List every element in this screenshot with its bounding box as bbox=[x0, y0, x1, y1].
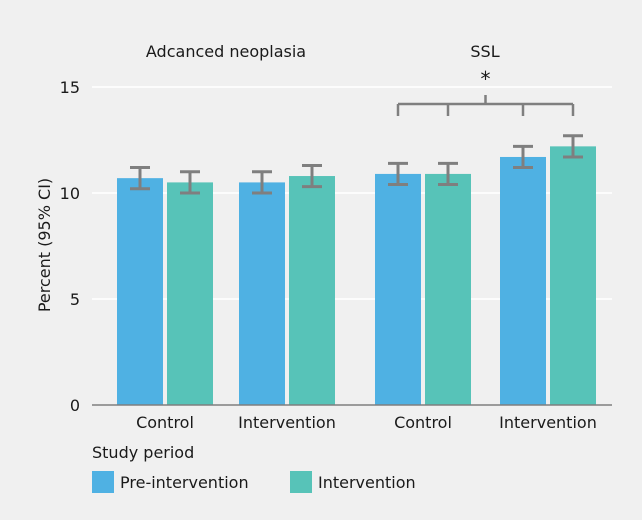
bar-intervention bbox=[425, 173, 471, 405]
group-label: SSL bbox=[470, 42, 499, 61]
bar-intervention bbox=[550, 146, 596, 406]
bar-intervention bbox=[289, 176, 335, 405]
bar-intervention bbox=[167, 182, 213, 405]
x-tick-label: Intervention bbox=[238, 413, 336, 432]
significance-bracket: * bbox=[396, 67, 575, 116]
x-axis-title: Study period bbox=[92, 443, 194, 462]
group-labels: Adcanced neoplasia SSL bbox=[146, 42, 500, 61]
y-tick-label: 0 bbox=[70, 396, 80, 415]
y-tick-label: 10 bbox=[60, 184, 80, 203]
group-label: Adcanced neoplasia bbox=[146, 42, 306, 61]
x-tick-label: Control bbox=[394, 413, 452, 432]
y-axis-title: Percent (95% CI) bbox=[35, 178, 54, 312]
legend-label: Intervention bbox=[318, 473, 416, 492]
bar-pre-intervention bbox=[239, 182, 285, 405]
significance-marker: * bbox=[481, 67, 491, 91]
y-tick-label: 15 bbox=[60, 78, 80, 97]
y-tick-label: 5 bbox=[70, 290, 80, 309]
x-tick-label: Control bbox=[136, 413, 194, 432]
legend-swatch bbox=[290, 471, 312, 493]
x-axis: Control Intervention Control Intervention bbox=[92, 404, 612, 432]
legend-label: Pre-intervention bbox=[120, 473, 249, 492]
error-bars bbox=[130, 134, 583, 195]
legend-swatch bbox=[92, 471, 114, 493]
bar-pre-intervention bbox=[375, 173, 421, 405]
bars bbox=[117, 146, 596, 406]
y-axis: 0 5 10 15 bbox=[60, 78, 80, 415]
bar-pre-intervention bbox=[500, 156, 546, 405]
legend: Pre-intervention Intervention bbox=[92, 471, 416, 493]
x-tick-label: Intervention bbox=[499, 413, 597, 432]
bar-pre-intervention bbox=[117, 178, 163, 405]
